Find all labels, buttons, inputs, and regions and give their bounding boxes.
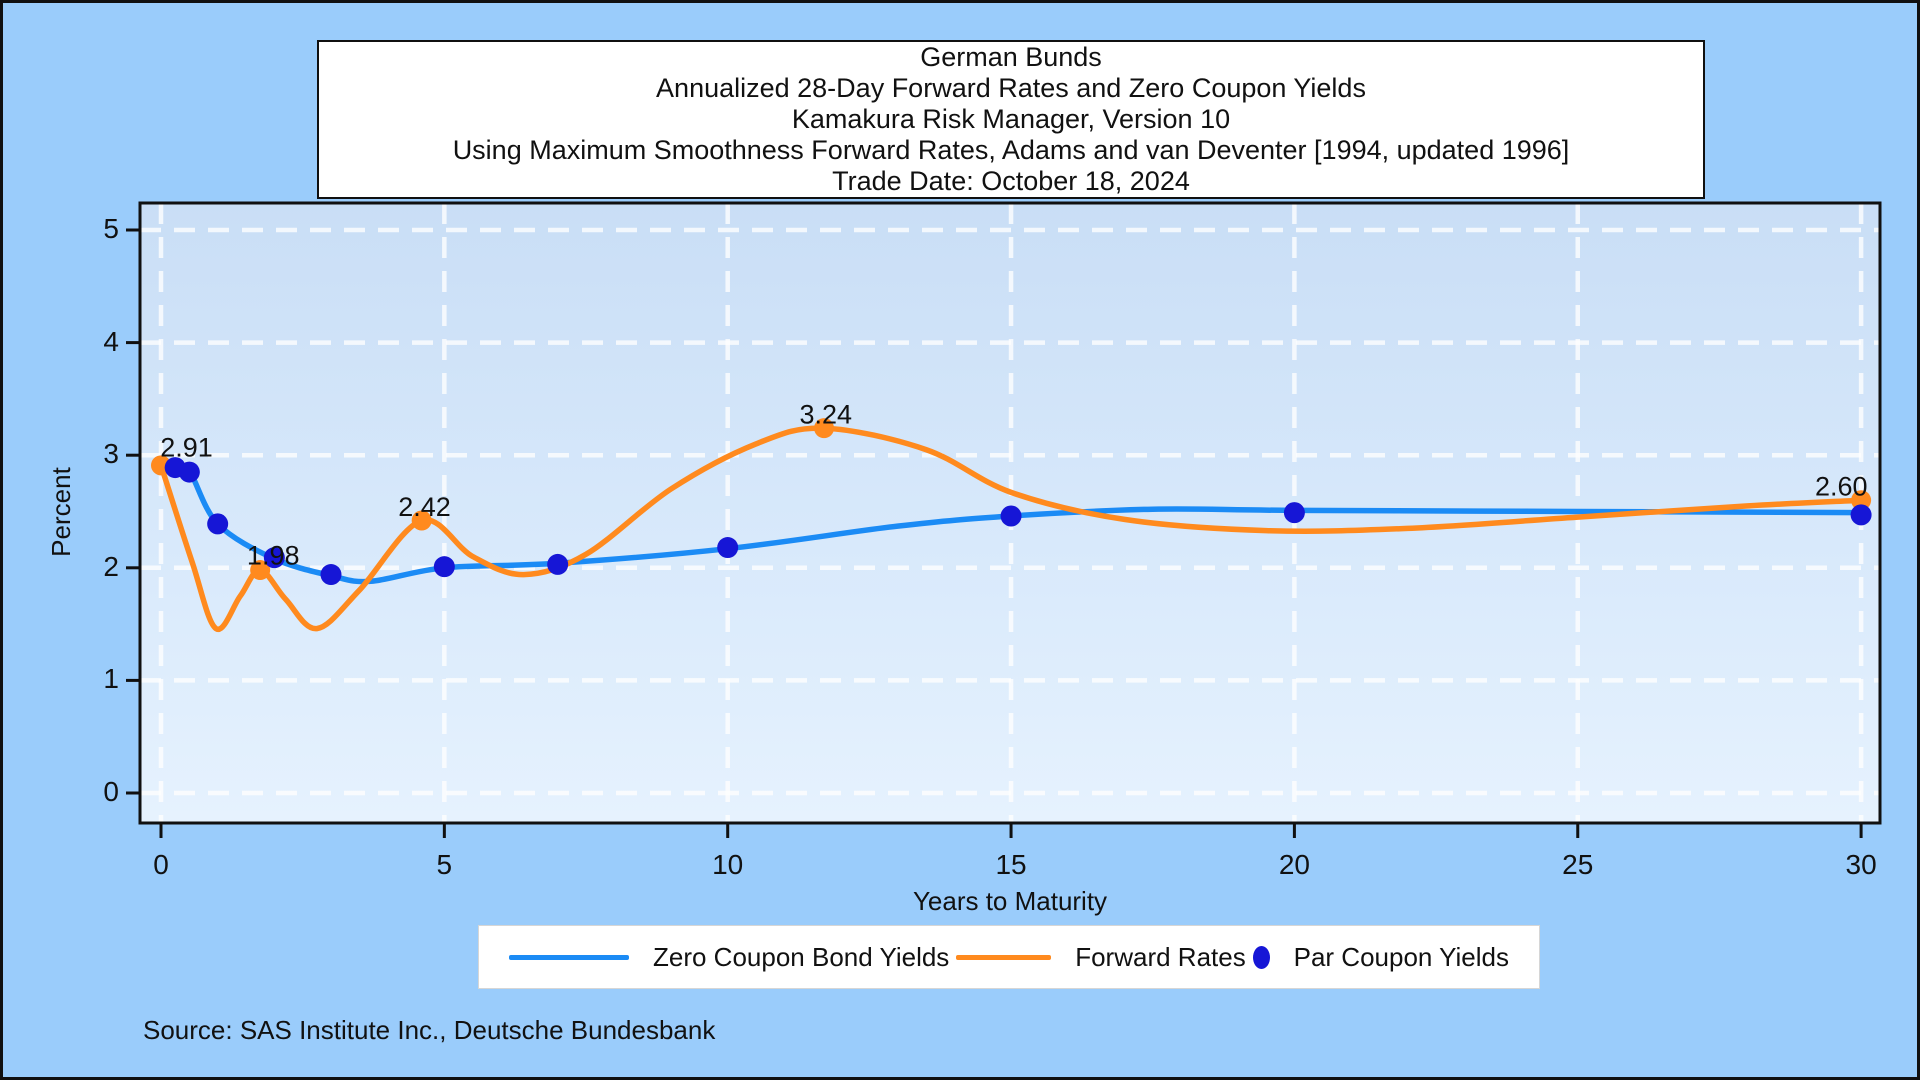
y-tick-label: 0 <box>103 776 119 807</box>
title-line-1: German Bunds <box>920 42 1102 72</box>
legend: Zero Coupon Bond Yields Forward Rates Pa… <box>478 925 1540 989</box>
source-note: Source: SAS Institute Inc., Deutsche Bun… <box>143 1015 716 1045</box>
par-coupon-yield-dot <box>717 537 739 559</box>
data-point-annotation: 3.24 <box>799 400 852 430</box>
data-point-annotation: 2.42 <box>398 492 451 522</box>
legend-item-forward-rates: Forward Rates <box>956 942 1246 973</box>
par-coupon-yield-dot <box>263 547 285 569</box>
data-point-annotation: 1.98 <box>247 540 300 570</box>
x-tick-label: 25 <box>1562 849 1594 880</box>
par-coupon-yield-dot <box>1850 504 1872 526</box>
par-coupon-yield-dot <box>1000 505 1022 527</box>
par-coupon-yield-dot <box>207 513 229 535</box>
legend-label: Par Coupon Yields <box>1293 941 1509 972</box>
y-tick-label: 5 <box>103 213 119 244</box>
x-tick-label: 30 <box>1845 849 1877 880</box>
x-axis-title: Years to Maturity <box>912 886 1108 916</box>
y-tick-label: 1 <box>103 663 119 695</box>
par-coupon-yield-dot <box>178 461 200 483</box>
legend-item-zero-coupon: Zero Coupon Bond Yields <box>509 942 949 973</box>
forward-rate-marker <box>1851 490 1872 511</box>
par-coupon-yield-dot <box>320 564 342 586</box>
title-line-3: Kamakura Risk Manager, Version 10 <box>791 104 1231 134</box>
x-tick-label: 10 <box>712 849 744 880</box>
forward-rate-marker <box>250 560 271 581</box>
legend-label: Forward Rates <box>1075 941 1246 972</box>
y-tick-label: 2 <box>103 550 119 582</box>
par-coupon-yield-dot <box>433 556 455 578</box>
x-tick-label: 15 <box>995 849 1027 880</box>
par-coupon-dot-swatch <box>1252 945 1270 969</box>
legend-label: Zero Coupon Bond Yields <box>653 941 950 972</box>
y-axis-title: Percent <box>46 467 76 557</box>
chart-title-box: German Bunds Annualized 28-Day Forward R… <box>317 40 1705 199</box>
data-point-annotation: 2.60 <box>1815 472 1868 502</box>
zero-coupon-line-swatch <box>509 954 629 960</box>
legend-item-par-coupon: Par Coupon Yields <box>1252 941 1509 973</box>
y-tick-label: 3 <box>103 438 119 470</box>
plot-canvas: 2.91 1.98 2.42 3.24 2.60 <box>126 201 1882 838</box>
data-point-annotation: 2.91 <box>160 432 213 462</box>
forward-rate-marker <box>411 510 432 531</box>
x-tick-label: 0 <box>153 849 169 880</box>
x-tick-label: 20 <box>1278 849 1310 880</box>
forward-rates-line-swatch <box>956 954 1052 960</box>
title-line-5: Trade Date: October 18, 2024 <box>832 166 1190 196</box>
par-coupon-yield-dot <box>1283 502 1305 524</box>
title-line-4: Using Maximum Smoothness Forward Rates, … <box>452 135 1570 165</box>
par-coupon-yield-dot <box>547 553 569 575</box>
x-tick-label: 5 <box>436 849 453 880</box>
y-tick-label: 4 <box>103 325 119 357</box>
forward-rate-marker <box>814 418 835 439</box>
title-line-2: Annualized 28-Day Forward Rates and Zero… <box>656 73 1366 103</box>
